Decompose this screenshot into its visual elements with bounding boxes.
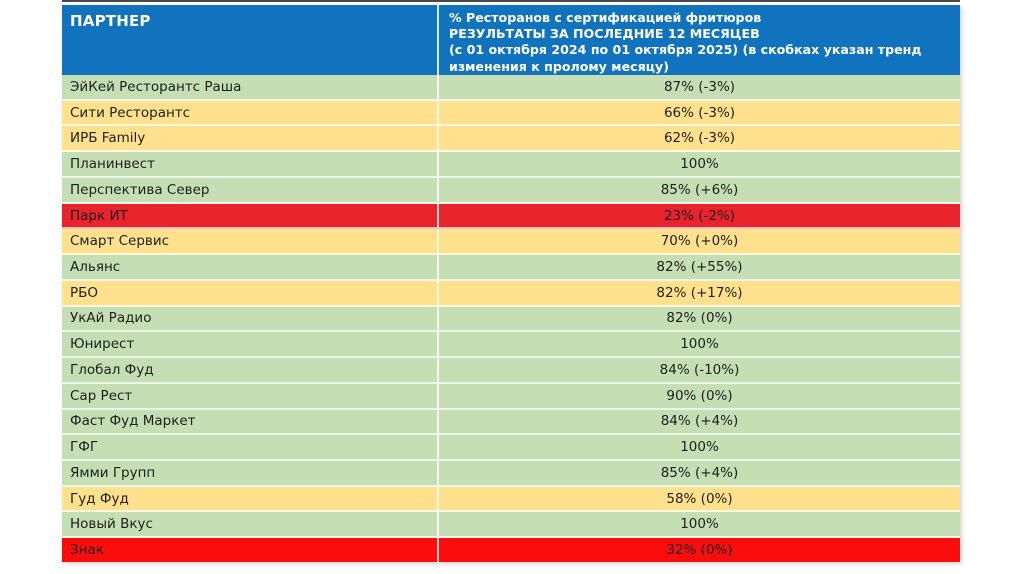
partner-name-cell: Сар Рест	[70, 387, 133, 404]
partner-name-cell: Смарт Сервис	[70, 233, 170, 250]
partner-name-cell: Сити Ресторантс	[70, 104, 191, 121]
partner-name-cell: ИРБ Family	[70, 130, 146, 147]
slide-top-edge-line	[62, 0, 960, 2]
table-row: Смарт Сервис 70% (+0%)	[62, 229, 960, 256]
table-row: УкАй Радио 82% (0%)	[62, 306, 960, 333]
partner-name-cell: Глобал Фуд	[70, 361, 154, 378]
certification-value-cell: 62% (-3%)	[437, 126, 960, 151]
certification-value-cell: 100%	[437, 332, 960, 357]
table-row: Новый Вкус 100%	[62, 512, 960, 539]
certification-value-cell: 70% (+0%)	[437, 229, 960, 254]
partner-name-cell: Знак	[70, 542, 104, 559]
table-row: Юнирест 100%	[62, 332, 960, 359]
metric-column-header: % Ресторанов с сертификацией фритюров РЕ…	[437, 5, 960, 75]
table-row: ИРБ Family 62% (-3%)	[62, 126, 960, 153]
partner-certification-table: ПАРТНЕР % Ресторанов с сертификацией фри…	[62, 5, 960, 562]
table-row: Гуд Фуд 58% (0%)	[62, 486, 960, 513]
certification-value-cell: 90% (0%)	[437, 383, 960, 408]
certification-value-cell: 84% (+4%)	[437, 409, 960, 434]
table-row: Глобал Фуд 84% (-10%)	[62, 358, 960, 384]
table-row: Ямми Групп 85% (+4%)	[62, 461, 960, 487]
partner-name-cell: РБО	[70, 284, 99, 301]
partner-name-cell: Юнирест	[70, 336, 135, 353]
certification-value-cell: 87% (-3%)	[437, 75, 960, 99]
partner-name-cell: Ямми Групп	[70, 464, 156, 481]
certification-value-cell: 100%	[437, 435, 960, 460]
certification-value-cell: 58% (0%)	[437, 486, 960, 511]
partner-name-cell: ЭйКей Ресторантс Раша	[70, 78, 242, 95]
table-row: Сар Рест 90% (0%)	[62, 383, 960, 410]
partner-name-cell: Парк ИТ	[70, 207, 128, 224]
certification-value-cell: 85% (+6%)	[437, 177, 960, 202]
partner-column-header: ПАРТНЕР	[70, 12, 151, 30]
certification-value-cell: 66% (-3%)	[437, 100, 960, 125]
table-row: Планинвест 100%	[62, 152, 960, 178]
partner-name-cell: Альянс	[70, 259, 121, 275]
table-header-row: ПАРТНЕР % Ресторанов с сертификацией фри…	[62, 5, 960, 75]
partner-name-cell: Планинвест	[70, 156, 156, 173]
certification-value-cell: 82% (+55%)	[437, 255, 960, 279]
partner-name-cell: Фаст Фуд Маркет	[70, 413, 196, 430]
partner-name-cell: ГФГ	[70, 439, 99, 456]
partner-name-cell: УкАй Радио	[70, 310, 152, 327]
partner-name-cell: Гуд Фуд	[70, 490, 129, 507]
table-row: Альянс 82% (+55%)	[62, 255, 960, 281]
table-row: Перспектива Север 85% (+6%)	[62, 177, 960, 204]
certification-value-cell: 32% (0%)	[437, 538, 960, 562]
certification-value-cell: 82% (+17%)	[437, 280, 960, 305]
table-row: ГФГ 100%	[62, 435, 960, 462]
table-row: Парк ИТ 23% (-2%)	[62, 203, 960, 230]
partner-name-cell: Новый Вкус	[70, 516, 153, 533]
certification-value-cell: 23% (-2%)	[437, 203, 960, 228]
certification-value-cell: 100%	[437, 152, 960, 176]
partner-name-cell: Перспектива Север	[70, 181, 210, 198]
table-row: Фаст Фуд Маркет 84% (+4%)	[62, 409, 960, 436]
table-row: РБО 82% (+17%)	[62, 280, 960, 307]
table-row: Сити Ресторантс 66% (-3%)	[62, 100, 960, 127]
certification-value-cell: 82% (0%)	[437, 306, 960, 331]
table-body: ЭйКей Ресторантс Раша 87% (-3%) Сити Рес…	[62, 75, 960, 562]
table-row: ЭйКей Ресторантс Раша 87% (-3%)	[62, 75, 960, 101]
table-row: Знак 32% (0%)	[62, 538, 960, 562]
certification-value-cell: 100%	[437, 512, 960, 537]
certification-value-cell: 84% (-10%)	[437, 358, 960, 382]
certification-value-cell: 85% (+4%)	[437, 461, 960, 485]
